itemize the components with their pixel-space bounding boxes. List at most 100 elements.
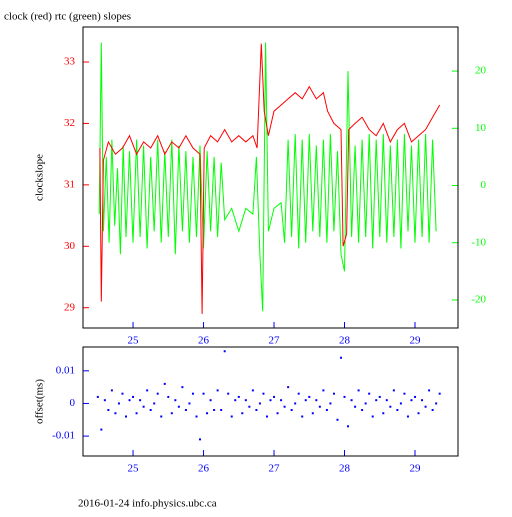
point xyxy=(280,399,283,402)
point xyxy=(265,415,268,418)
point xyxy=(428,389,431,392)
point xyxy=(361,408,364,411)
y-axis-label: offset(ms) xyxy=(34,379,46,424)
point xyxy=(142,405,145,408)
x-tick-label: 26 xyxy=(198,463,210,475)
point xyxy=(364,402,367,405)
point xyxy=(227,392,230,395)
point xyxy=(382,412,385,415)
point xyxy=(160,415,163,418)
point xyxy=(213,408,216,411)
point xyxy=(107,408,110,411)
point xyxy=(174,399,177,402)
point xyxy=(336,418,339,421)
x-tick-label: 29 xyxy=(410,335,422,347)
point xyxy=(135,412,138,415)
point xyxy=(294,402,297,405)
point xyxy=(237,395,240,398)
point xyxy=(435,402,438,405)
point xyxy=(128,399,131,402)
x-tick-label: 27 xyxy=(269,463,281,475)
y-tick-label: 0.01 xyxy=(56,364,75,376)
x-tick-label: 27 xyxy=(269,335,281,347)
point xyxy=(410,399,413,402)
point xyxy=(389,405,392,408)
x-tick-label: 28 xyxy=(339,335,351,347)
point xyxy=(220,408,223,411)
point xyxy=(318,405,321,408)
point xyxy=(350,399,353,402)
point xyxy=(188,402,191,405)
plot-frame xyxy=(82,346,459,457)
point xyxy=(146,389,149,392)
point xyxy=(354,405,357,408)
point xyxy=(156,392,159,395)
point xyxy=(290,408,293,411)
point xyxy=(368,392,371,395)
point xyxy=(273,395,276,398)
point xyxy=(139,399,142,402)
point xyxy=(209,399,212,402)
point xyxy=(311,412,314,415)
y2-tick-label: -10 xyxy=(471,236,486,248)
point xyxy=(244,399,247,402)
point xyxy=(241,412,244,415)
point xyxy=(223,350,226,353)
point xyxy=(206,412,209,415)
point xyxy=(117,402,120,405)
point xyxy=(357,389,360,392)
point xyxy=(202,392,205,395)
point xyxy=(230,415,233,418)
point xyxy=(385,399,388,402)
x-tick-label: 25 xyxy=(128,335,140,347)
x-tick-label: 25 xyxy=(128,463,140,475)
point xyxy=(343,395,346,398)
point xyxy=(424,405,427,408)
point xyxy=(308,395,311,398)
point xyxy=(378,395,381,398)
point xyxy=(325,408,328,411)
point xyxy=(315,399,318,402)
chart-title: clock (red) rtc (green) slopes xyxy=(4,11,131,23)
point xyxy=(114,412,117,415)
plot-frame xyxy=(82,26,459,329)
point xyxy=(181,386,184,389)
point xyxy=(297,392,300,395)
point xyxy=(322,389,325,392)
point xyxy=(375,399,378,402)
y2-tick-label: 10 xyxy=(475,122,487,134)
point xyxy=(399,402,402,405)
y-tick-label: 0 xyxy=(70,397,76,409)
point xyxy=(431,408,434,411)
point xyxy=(170,412,173,415)
y-tick-label: 31 xyxy=(64,178,75,190)
y-tick-label: 30 xyxy=(64,240,76,252)
point xyxy=(283,405,286,408)
point xyxy=(396,408,399,411)
x-tick-label: 29 xyxy=(410,463,422,475)
point xyxy=(414,395,417,398)
point xyxy=(121,392,124,395)
point xyxy=(406,415,409,418)
point xyxy=(167,395,170,398)
point xyxy=(184,408,187,411)
y-axis-label: clockslope xyxy=(34,154,46,201)
point xyxy=(110,389,113,392)
point xyxy=(199,438,202,441)
point xyxy=(438,392,441,395)
point xyxy=(132,395,135,398)
point xyxy=(255,408,258,411)
y2-tick-label: -20 xyxy=(471,293,486,305)
point xyxy=(301,415,304,418)
point xyxy=(304,399,307,402)
point xyxy=(421,399,424,402)
point xyxy=(177,405,180,408)
point xyxy=(153,402,156,405)
point xyxy=(329,402,332,405)
point xyxy=(216,389,219,392)
point xyxy=(103,399,106,402)
point xyxy=(149,408,152,411)
point xyxy=(163,382,166,385)
